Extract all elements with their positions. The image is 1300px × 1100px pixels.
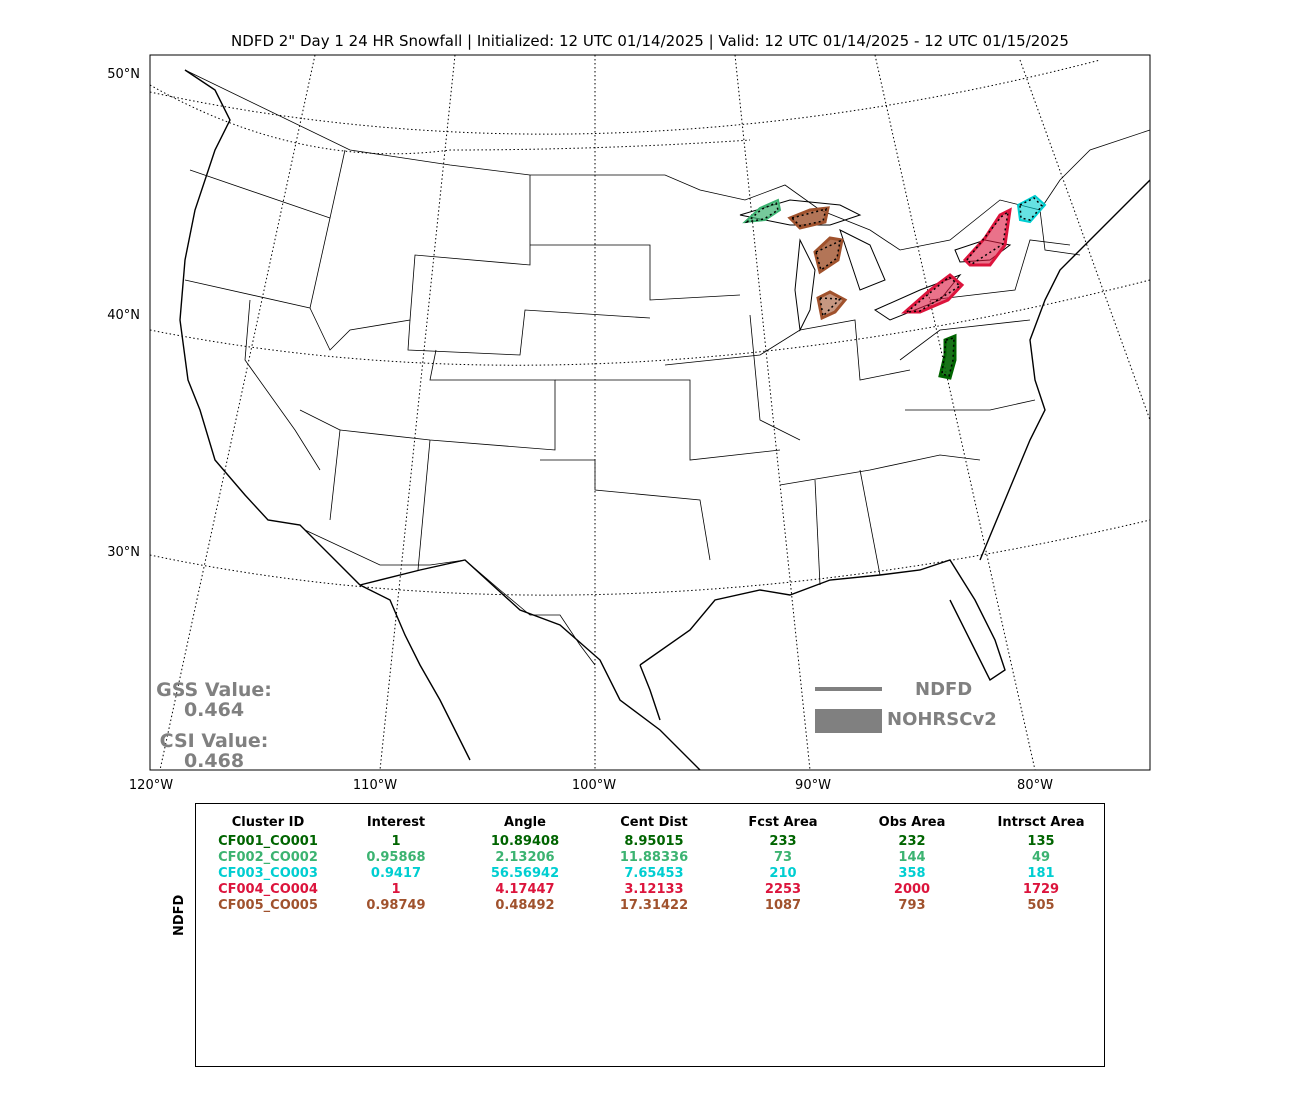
- cluster-table: [195, 803, 1105, 1067]
- gss-label: GSS Value:: [156, 679, 272, 701]
- header-cent-dist: Cent Dist: [620, 815, 688, 830]
- csi-label: CSI Value:: [159, 730, 269, 752]
- us-outline: [179, 69, 1150, 770]
- table-cell: 1087: [764, 898, 802, 913]
- map-title: NDFD 2" Day 1 24 HR Snowfall | Initializ…: [231, 32, 1069, 50]
- table-cell: 2000: [893, 882, 931, 897]
- table-cell: 3.12133: [624, 882, 684, 897]
- table-cell: 56.56942: [490, 866, 560, 881]
- table-cell: CF002_CO002: [218, 850, 318, 865]
- lat-label-30: 30°N: [107, 545, 140, 560]
- table-cell: 7.65453: [624, 866, 684, 881]
- table-cell: 793: [898, 898, 926, 913]
- header-intrsct-area: Intrsct Area: [997, 815, 1085, 830]
- table-cell: CF003_CO003: [218, 866, 318, 881]
- table-cell: 2253: [764, 882, 802, 897]
- header-angle: Angle: [504, 815, 546, 830]
- header-interest: Interest: [366, 815, 426, 830]
- table-cell: 505: [1027, 898, 1055, 913]
- table-cell: 0.98749: [366, 898, 426, 913]
- table-cell: CF004_CO004: [218, 882, 318, 897]
- table-cell: 144: [898, 850, 926, 865]
- table-cell: 1: [391, 882, 401, 897]
- table-cell: 232: [898, 834, 926, 849]
- table-cell: CF001_CO001: [218, 834, 318, 849]
- lon-label-120: 120°W: [128, 778, 174, 793]
- cluster-cf005: [787, 206, 848, 321]
- legend-fill-swatch: [815, 709, 882, 733]
- table-cell: 0.9417: [370, 866, 422, 881]
- state-lines: [184, 149, 1081, 586]
- header-fcst-area: Fcst Area: [748, 815, 818, 830]
- lat-label-40: 40°N: [107, 308, 140, 323]
- csi-value: 0.468: [183, 750, 245, 772]
- table-cell: 17.31422: [619, 898, 689, 913]
- legend-ndfd-label: NDFD: [915, 679, 973, 700]
- lon-label-90: 90°W: [795, 778, 831, 793]
- table-cell: 1: [391, 834, 401, 849]
- table-ylabel: NDFD: [172, 894, 187, 936]
- gss-value: 0.464: [183, 699, 245, 721]
- lon-label-80: 80°W: [1017, 778, 1053, 793]
- cluster-cf003: [1016, 194, 1047, 224]
- mexico-border: [304, 529, 596, 666]
- graticule: [150, 55, 1150, 770]
- table-cell: 8.95015: [624, 834, 684, 849]
- legend-nohrsc-label: NOHRSCv2: [887, 709, 997, 730]
- table-cell: 11.88336: [619, 850, 689, 865]
- table-cell: 10.89408: [490, 834, 560, 849]
- table-cell: 49: [1031, 850, 1051, 865]
- table-cell: 358: [898, 866, 926, 881]
- cluster-cf001: [938, 333, 957, 380]
- lat-label-50: 50°N: [107, 67, 140, 82]
- table-cell: 135: [1027, 834, 1055, 849]
- table-cell: 2.13206: [495, 850, 555, 865]
- header-obs-area: Obs Area: [878, 815, 946, 830]
- header-cluster-id: Cluster ID: [231, 815, 305, 830]
- table-cell: 73: [773, 850, 793, 865]
- table-cell: 1729: [1022, 882, 1060, 897]
- table-cell: 233: [769, 834, 797, 849]
- table-cell: 0.48492: [495, 898, 555, 913]
- map-frame: [149, 54, 1151, 771]
- cluster-cf004: [901, 207, 1012, 314]
- table-cell: 4.17447: [495, 882, 555, 897]
- table-cell: 210: [769, 866, 797, 881]
- table-cell: 0.95868: [366, 850, 426, 865]
- table-cell: 181: [1027, 866, 1055, 881]
- table-cell: CF005_CO005: [218, 898, 318, 913]
- cluster-cf002: [742, 198, 782, 224]
- lon-label-100: 100°W: [571, 778, 617, 793]
- lon-label-110: 110°W: [352, 778, 398, 793]
